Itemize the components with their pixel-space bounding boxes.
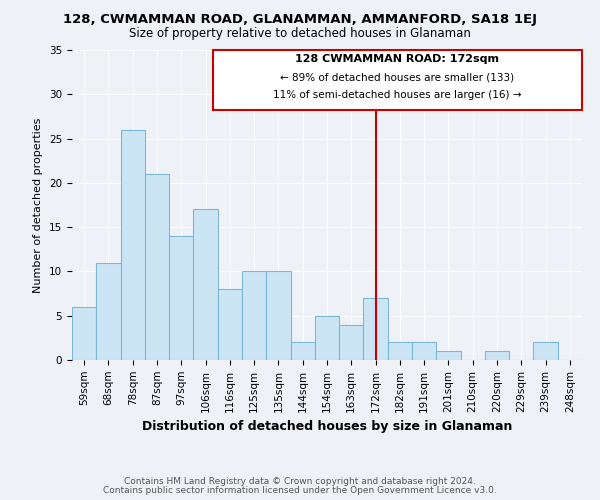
Bar	[121, 130, 145, 360]
Text: 128, CWMAMMAN ROAD, GLANAMMAN, AMMANFORD, SA18 1EJ: 128, CWMAMMAN ROAD, GLANAMMAN, AMMANFORD…	[63, 12, 537, 26]
Bar	[339, 324, 364, 360]
Bar	[72, 307, 96, 360]
Bar	[388, 342, 412, 360]
Bar	[169, 236, 193, 360]
Text: ← 89% of detached houses are smaller (133): ← 89% of detached houses are smaller (13…	[280, 72, 514, 82]
Bar	[218, 289, 242, 360]
Bar	[242, 272, 266, 360]
Bar	[364, 298, 388, 360]
Y-axis label: Number of detached properties: Number of detached properties	[34, 118, 43, 292]
Text: 128 CWMAMMAN ROAD: 172sqm: 128 CWMAMMAN ROAD: 172sqm	[295, 54, 499, 64]
Bar	[266, 272, 290, 360]
Text: Contains HM Land Registry data © Crown copyright and database right 2024.: Contains HM Land Registry data © Crown c…	[124, 477, 476, 486]
Bar	[436, 351, 461, 360]
Bar	[193, 210, 218, 360]
Text: Contains public sector information licensed under the Open Government Licence v3: Contains public sector information licen…	[103, 486, 497, 495]
Text: Size of property relative to detached houses in Glanaman: Size of property relative to detached ho…	[129, 28, 471, 40]
Bar	[96, 262, 121, 360]
FancyBboxPatch shape	[213, 50, 582, 110]
Bar	[412, 342, 436, 360]
Bar	[290, 342, 315, 360]
Bar	[485, 351, 509, 360]
Text: 11% of semi-detached houses are larger (16) →: 11% of semi-detached houses are larger (…	[273, 90, 521, 100]
X-axis label: Distribution of detached houses by size in Glanaman: Distribution of detached houses by size …	[142, 420, 512, 433]
Bar	[315, 316, 339, 360]
Bar	[533, 342, 558, 360]
Bar	[145, 174, 169, 360]
